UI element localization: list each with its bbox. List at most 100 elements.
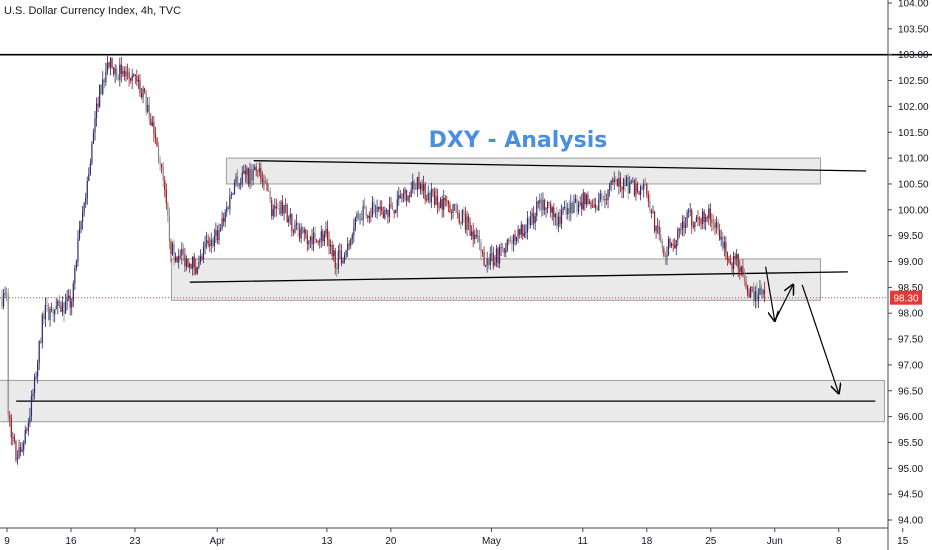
candle — [418, 171, 420, 190]
candle — [584, 192, 586, 211]
candle — [658, 220, 660, 241]
candle — [170, 238, 172, 263]
candle — [212, 237, 214, 248]
candle — [598, 192, 600, 212]
candle — [351, 232, 353, 245]
x-tick-label: 11 — [578, 536, 589, 547]
candle — [562, 206, 564, 215]
candle — [44, 297, 46, 328]
candle — [209, 237, 211, 252]
candle — [198, 255, 200, 270]
candle — [277, 202, 279, 209]
candle — [153, 116, 155, 143]
candle — [666, 246, 668, 266]
candle — [328, 231, 330, 255]
candle — [114, 64, 116, 83]
candle — [543, 198, 546, 215]
candle — [497, 246, 499, 268]
candle — [4, 286, 6, 299]
candle — [182, 243, 184, 262]
candle — [54, 309, 56, 323]
y-tick-label: 94.50 — [898, 490, 923, 501]
candle — [559, 208, 561, 228]
candle — [264, 175, 267, 185]
chart-title: DXY - Analysis — [429, 128, 608, 153]
candle — [291, 213, 293, 237]
candle — [271, 196, 273, 220]
candle — [13, 433, 15, 444]
candle — [309, 235, 312, 249]
candle — [407, 195, 409, 203]
candle — [402, 188, 405, 203]
candle — [692, 221, 694, 230]
candle — [635, 177, 637, 201]
candle — [602, 195, 604, 202]
candle — [627, 173, 629, 200]
candle — [540, 192, 542, 218]
candle — [455, 202, 457, 214]
candle — [322, 228, 324, 247]
x-axis-ticks: 9 16 23 Apr 13 20 May 11 18 25 Jun 8 15 — [4, 528, 909, 547]
candle — [219, 223, 222, 233]
y-tick-label: 100.00 — [898, 205, 929, 216]
candle — [534, 212, 536, 231]
candle — [553, 203, 555, 226]
candle — [595, 197, 597, 213]
candle — [384, 206, 386, 220]
candle — [457, 204, 459, 219]
candle — [480, 239, 482, 261]
candle — [159, 156, 161, 171]
candle — [633, 178, 635, 198]
candle — [412, 173, 414, 194]
chart-header-symbol: U.S. Dollar Currency Index, 4h, TVC — [4, 5, 182, 17]
candle — [106, 55, 108, 76]
candle — [655, 225, 657, 239]
candle — [486, 251, 488, 273]
candle — [134, 73, 136, 84]
candle — [30, 390, 33, 422]
candle — [640, 184, 642, 201]
candle — [528, 216, 530, 230]
candle — [361, 210, 363, 221]
candle — [743, 268, 746, 287]
candle — [108, 61, 110, 70]
candle — [581, 193, 583, 216]
candle — [571, 200, 573, 215]
candle — [51, 302, 53, 313]
candle — [529, 211, 532, 229]
forecast-arrow — [774, 285, 793, 322]
candle — [289, 207, 291, 225]
candle — [178, 248, 180, 269]
y-tick-label: 99.50 — [898, 231, 923, 242]
candle — [705, 213, 707, 231]
candle — [688, 208, 690, 218]
candle — [165, 183, 167, 210]
candle — [370, 207, 372, 223]
candle — [294, 219, 296, 234]
candle — [508, 237, 510, 245]
candle — [697, 210, 699, 227]
candle — [312, 226, 315, 252]
candle — [195, 258, 197, 276]
candle — [91, 141, 93, 166]
candle — [466, 210, 468, 237]
candle — [719, 223, 721, 241]
candle — [624, 175, 626, 192]
candle — [192, 256, 194, 276]
candle — [757, 288, 759, 308]
candle — [145, 89, 147, 116]
candle — [488, 257, 490, 269]
candle — [202, 241, 205, 264]
candle — [678, 227, 680, 239]
candle — [139, 73, 141, 97]
candle — [756, 282, 758, 308]
candle — [554, 212, 556, 226]
candle — [243, 164, 245, 175]
candle — [105, 62, 107, 87]
candle — [16, 450, 19, 465]
candle — [86, 176, 88, 206]
candle — [733, 251, 735, 277]
x-tick-label: 13 — [321, 536, 333, 547]
candle — [240, 177, 242, 190]
